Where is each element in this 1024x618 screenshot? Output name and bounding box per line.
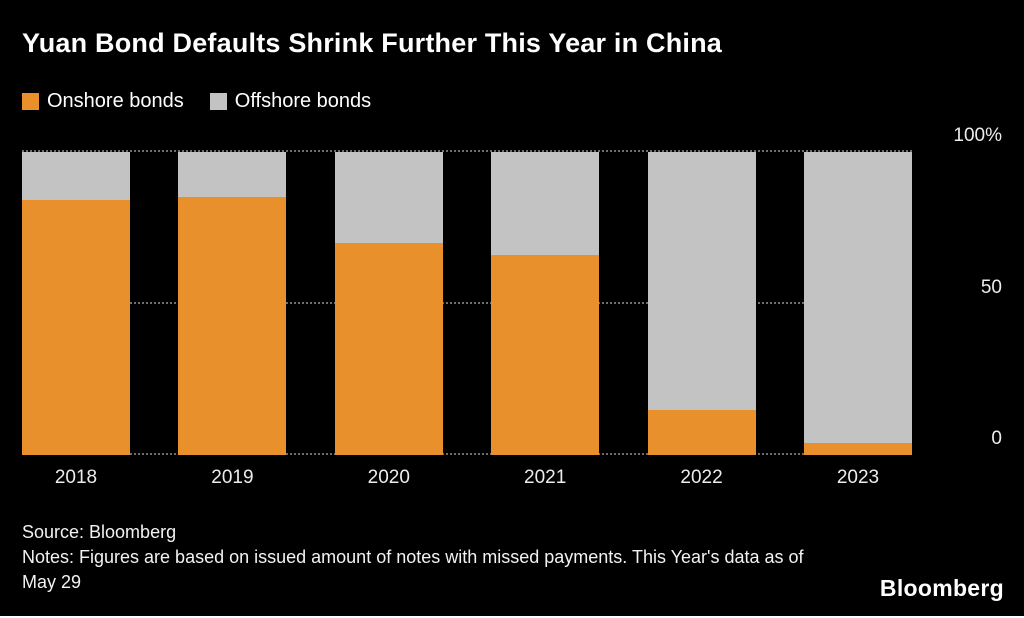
- x-axis-label-2018: 2018: [54, 467, 98, 488]
- bar-2023-offshore-segment: [803, 152, 912, 443]
- gridline-0: [22, 453, 912, 455]
- bar-2022-onshore-segment: [647, 409, 756, 455]
- bars-group: [22, 152, 912, 455]
- legend-label-onshore: Onshore bonds: [47, 90, 184, 112]
- bar-2020-offshore-segment: [334, 152, 443, 243]
- footer: Source: Bloomberg Notes: Figures are bas…: [22, 520, 804, 594]
- legend-label-offshore: Offshore bonds: [234, 90, 372, 112]
- x-axis-label-2021: 2021: [524, 467, 567, 488]
- legend-item-offshore: Offshore bonds: [209, 90, 372, 113]
- bar-2019: [178, 152, 287, 455]
- legend: Onshore bonds Offshore bonds: [22, 90, 371, 113]
- x-axis-labels: 2018 2019 2020 2021 2022 2023: [22, 467, 912, 489]
- x-axis-label-2020: 2020: [367, 467, 410, 488]
- bar-2023: [803, 152, 912, 455]
- bar-2019-onshore-segment: [178, 197, 287, 455]
- bar-2021-offshore-segment: [491, 152, 600, 256]
- bloomberg-logo: Bloomberg: [879, 575, 1004, 601]
- bar-2018-offshore-segment: [22, 152, 130, 201]
- onshore-swatch-icon: [22, 93, 39, 110]
- offshore-swatch-icon: [209, 93, 227, 110]
- source-text: Source: Bloomberg: [22, 522, 177, 542]
- bar-2021-onshore-segment: [491, 255, 600, 455]
- legend-item-onshore: Onshore bonds: [22, 90, 184, 113]
- bar-2020: [334, 152, 443, 455]
- bar-2022: [647, 152, 756, 455]
- gridline-100: [22, 150, 912, 152]
- bar-2022-offshore-segment: [647, 152, 756, 410]
- y-tick-label-50: 50: [980, 276, 1002, 298]
- bar-2023-onshore-segment: [803, 442, 912, 455]
- bar-2020-onshore-segment: [334, 242, 443, 455]
- y-tick-label-0: 0: [991, 428, 1002, 449]
- x-axis-label-2023: 2023: [836, 467, 880, 488]
- x-axis-label-2019: 2019: [211, 467, 254, 488]
- bar-2021: [491, 152, 600, 455]
- bar-2018: [22, 152, 130, 455]
- y-tick-label-100: 100%: [953, 125, 1002, 146]
- bottom-divider: [0, 616, 1024, 618]
- gridline-50: [22, 301, 912, 304]
- x-axis-label-2022: 2022: [680, 467, 723, 488]
- plot-area: 100% 50 0: [22, 125, 1002, 455]
- bar-2018-onshore-segment: [22, 200, 130, 455]
- bar-2019-offshore-segment: [178, 152, 287, 198]
- chart-title: Yuan Bond Defaults Shrink Further This Y…: [22, 28, 723, 58]
- notes-text: Notes: Figures are based on issued amoun…: [22, 546, 804, 592]
